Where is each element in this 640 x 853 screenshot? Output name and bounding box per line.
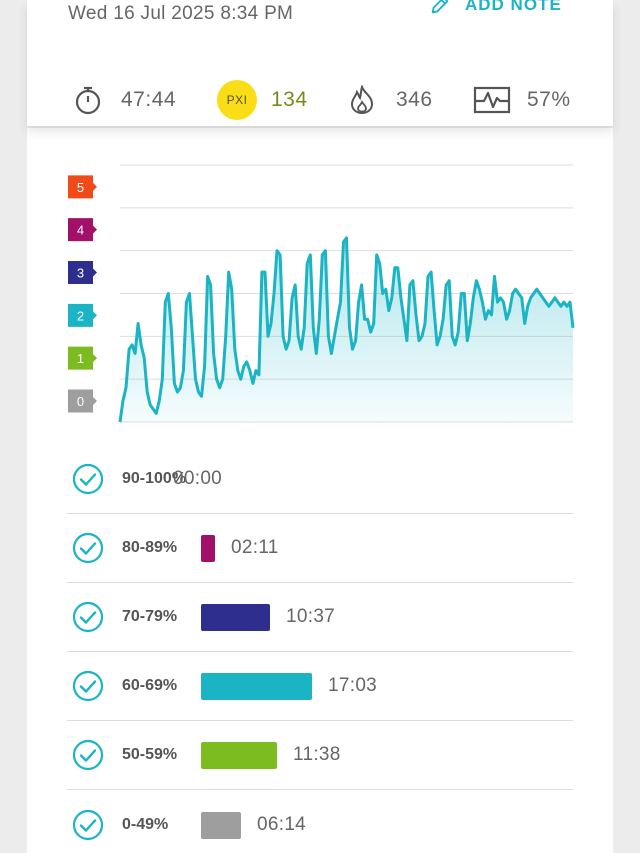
zone-marker-0: 0	[68, 389, 97, 413]
zone-row: 60-69% 17:03	[67, 652, 573, 721]
check-circle-icon[interactable]	[72, 463, 104, 495]
duration-stat: 47:44	[73, 78, 176, 122]
zone-range-label: 90-100%	[122, 470, 187, 487]
zone-row: 80-89% 02:11	[67, 514, 573, 583]
zone-time-value: 11:38	[293, 744, 341, 765]
zone-time-bar	[201, 604, 270, 631]
check-circle-icon[interactable]	[72, 739, 104, 771]
stopwatch-icon	[75, 86, 101, 115]
summary-card: Wed 16 Jul 2025 8:34 PM ADD NOTE 47:44 P…	[27, 0, 613, 126]
zone-row: 50-59% 11:38	[67, 721, 573, 790]
zone-marker-label: 3	[77, 266, 84, 281]
heart-rate-monitor-icon	[473, 86, 511, 114]
zone-range-label: 60-69%	[122, 677, 178, 694]
zone-range-label: 70-79%	[122, 608, 178, 625]
zone-time-value: 06:14	[257, 813, 307, 835]
pencil-icon	[431, 0, 449, 14]
detail-card: 5 4 3 2 1 0 90-100% 00:00 80-89% 02:11 70-79% 10:3…	[27, 128, 613, 853]
zone-time-bar	[201, 673, 312, 700]
duration-value: 47:44	[121, 88, 177, 111]
heart-rate-chart: 5 4 3 2 1 0	[68, 164, 575, 423]
zone-time-value: 17:03	[328, 675, 378, 696]
check-circle-icon[interactable]	[72, 532, 104, 564]
zone-marker-label: 0	[77, 394, 84, 409]
zone-range-label: 0-49%	[122, 815, 169, 833]
heart-rate-area	[120, 237, 573, 422]
heart-rate-line	[118, 236, 575, 423]
zone-marker-3: 3	[68, 261, 97, 284]
zone-marker-2: 2	[68, 303, 97, 327]
zone-time-bar	[201, 742, 277, 769]
zone-time-value: 02:11	[231, 537, 279, 558]
zone-row: 0-49% 06:14	[67, 790, 573, 853]
zone-marker-label: 4	[77, 223, 84, 238]
calories-value: 346	[396, 88, 433, 111]
check-circle-icon[interactable]	[72, 601, 104, 633]
pxi-value: 134	[271, 88, 308, 111]
zone-marker-label: 2	[77, 308, 84, 323]
effort-stat: 57%	[473, 78, 571, 122]
zone-time-bar	[201, 811, 241, 839]
zone-range-label: 80-89%	[122, 539, 178, 556]
pxi-stat: PXI 134	[217, 78, 308, 122]
zone-marker-label: 5	[77, 180, 84, 195]
zone-time-value: 00:00	[173, 468, 223, 489]
add-note-label: ADD NOTE	[465, 0, 562, 14]
zone-time-bar	[201, 535, 215, 562]
flame-icon	[350, 85, 374, 115]
zone-row: 70-79% 10:37	[67, 583, 573, 652]
check-circle-icon[interactable]	[72, 670, 104, 702]
zone-marker-1: 1	[68, 346, 97, 370]
zone-list: 90-100% 00:00 80-89% 02:11 70-79% 10:37 60-69%…	[67, 445, 573, 853]
effort-value: 57%	[527, 88, 571, 111]
zone-marker-label: 1	[77, 351, 84, 366]
calories-stat: 346	[348, 78, 433, 122]
zone-marker-4: 4	[68, 218, 97, 242]
check-circle-icon[interactable]	[72, 809, 104, 841]
zone-time-value: 10:37	[286, 606, 336, 627]
zone-row: 90-100% 00:00	[67, 445, 573, 514]
workout-date: Wed 16 Jul 2025 8:34 PM	[68, 3, 294, 24]
zone-marker-5: 5	[68, 175, 97, 199]
stats-row: 47:44 PXI 134 346 57%	[27, 78, 613, 122]
zone-range-label: 50-59%	[122, 746, 178, 763]
add-note-button[interactable]: ADD NOTE	[429, 0, 562, 16]
pxi-badge: PXI	[217, 80, 257, 120]
